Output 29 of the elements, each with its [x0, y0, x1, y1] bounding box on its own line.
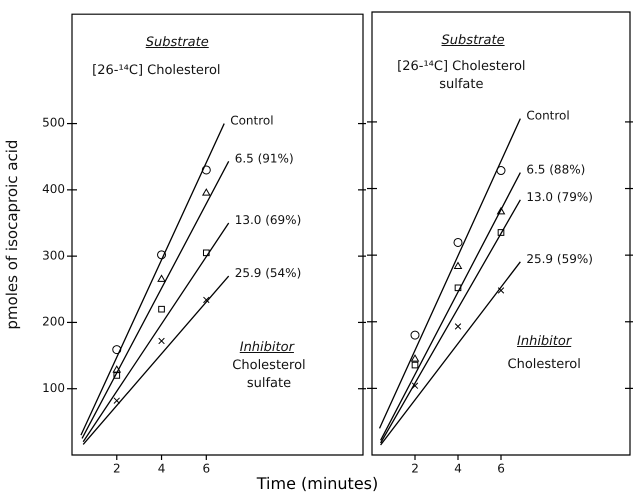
x-tick-label: 4 — [158, 461, 166, 476]
x-tick-label: 2 — [411, 461, 419, 476]
series-label: 13.0 (69%) — [234, 213, 302, 228]
annotation: Inhibitor — [517, 332, 572, 351]
annotation: Cholesterol sulfate — [231, 356, 307, 392]
x-tick-label: 4 — [454, 461, 462, 476]
series-label: Control — [526, 108, 570, 123]
y-tick-label: 100 — [42, 380, 65, 395]
series-label: 13.0 (79%) — [526, 190, 593, 204]
annotation: [26-¹⁴C] Cholesterol sulfate — [396, 58, 527, 94]
annotation: [26-¹⁴C] Cholesterol — [92, 62, 221, 80]
y-tick-label: 300 — [42, 248, 65, 262]
series-label: 25.9 (59%) — [526, 252, 593, 266]
x-tick-label: 6 — [497, 461, 505, 476]
y-tick-label: 400 — [42, 182, 65, 196]
series-label: 6.5 (91%) — [234, 151, 294, 166]
x-tick-label: 2 — [112, 461, 121, 476]
x-tick-label: 6 — [202, 461, 210, 476]
annotation: Substrate — [442, 32, 505, 50]
y-axis-title: pmoles of isocaproic acid — [2, 140, 21, 330]
annotation: Substrate — [146, 34, 209, 52]
series-label: 6.5 (88%) — [526, 162, 586, 177]
annotation: Inhibitor — [240, 338, 294, 357]
annotation: Cholesterol — [508, 356, 581, 374]
series-label: 25.9 (54%) — [234, 266, 302, 280]
x-axis-title: Time (minutes) — [256, 474, 380, 493]
series-label: Control — [230, 114, 274, 128]
y-tick-label: 500 — [42, 116, 65, 130]
y-tick-label: 200 — [42, 314, 65, 329]
